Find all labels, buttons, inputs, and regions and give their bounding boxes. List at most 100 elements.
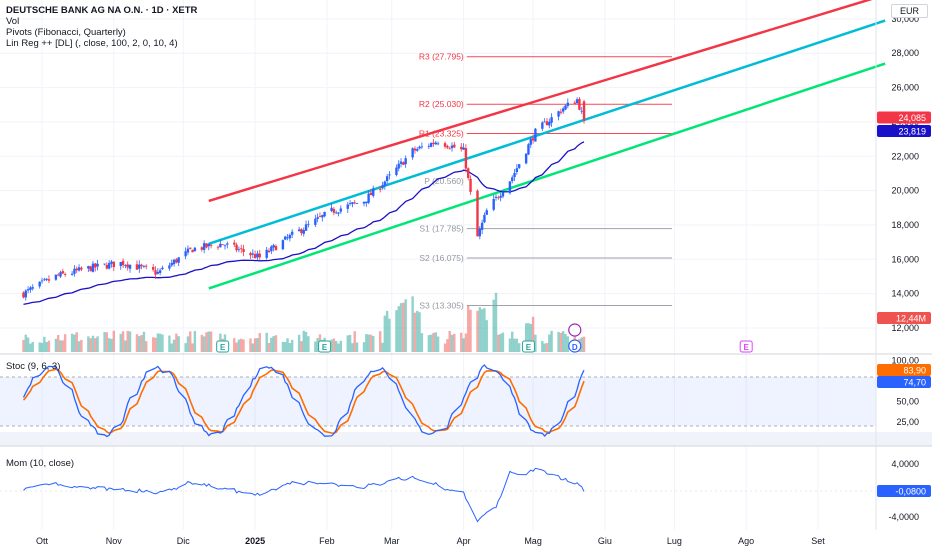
legend-pivots[interactable]: Pivots (Fibonacci, Quarterly) xyxy=(6,27,126,38)
regression-value-badge-text: 23,819 xyxy=(898,127,926,137)
symbol-title[interactable]: DEUTSCHE BANK AG NA O.N. · 1D · XETR xyxy=(6,5,198,16)
price-axis: 30,00028,00026,00024,00022,00020,00018,0… xyxy=(875,0,931,530)
volume-bar xyxy=(135,334,139,352)
candle-body xyxy=(304,224,308,231)
volume-bar xyxy=(258,333,261,352)
volume-bar xyxy=(480,309,484,352)
candle-body xyxy=(300,229,303,234)
candle-body xyxy=(402,162,405,165)
candle-body xyxy=(237,249,241,251)
candlesticks xyxy=(22,97,586,301)
candle-body xyxy=(330,207,333,211)
pane-gap xyxy=(0,432,932,446)
volume-bar xyxy=(515,338,519,352)
last-price-badge xyxy=(877,111,931,124)
volume-bar xyxy=(517,343,521,352)
volume-bar xyxy=(346,335,349,352)
volume-bar xyxy=(545,343,549,352)
volume-bar xyxy=(524,323,528,352)
volume-bar xyxy=(564,333,567,352)
volume-bar xyxy=(209,331,213,352)
legend-linreg[interactable]: Lin Reg ++ [DL] (, close, 100, 2, 0, 10,… xyxy=(6,38,178,49)
candle-body xyxy=(94,263,97,268)
candle-body xyxy=(411,148,414,158)
candle-body xyxy=(480,222,484,230)
candle-body xyxy=(348,203,352,205)
stoch-k-line xyxy=(22,364,585,438)
volume-bar xyxy=(485,320,488,352)
volume-bar xyxy=(559,332,563,352)
volume-bar xyxy=(383,315,387,352)
candle-body xyxy=(378,189,382,190)
candle-body xyxy=(91,263,95,272)
candle-body xyxy=(580,110,583,112)
volume-bar xyxy=(494,292,498,352)
x-tick-label: Giu xyxy=(598,536,612,546)
candle-body xyxy=(351,202,354,205)
volume-bar xyxy=(467,305,470,352)
currency-button[interactable]: EUR xyxy=(890,4,928,18)
stoch-legend[interactable]: Stoc (9, 6, 3) xyxy=(6,361,61,372)
stoch-tick-label: 100,00 xyxy=(891,356,919,366)
candle-body xyxy=(575,99,579,104)
volume-badge-text: 12,44M xyxy=(896,314,926,324)
volume-bar xyxy=(501,332,505,352)
pivot-label: S1 (17.785) xyxy=(419,224,464,234)
volume-bar xyxy=(418,312,421,352)
candle-body xyxy=(87,266,90,269)
candle-body xyxy=(219,243,222,248)
y-tick-label: 20,000 xyxy=(891,186,919,196)
volume-bars xyxy=(22,292,586,352)
volume-bar xyxy=(427,335,431,352)
candle-body xyxy=(126,264,129,268)
candle-body xyxy=(450,145,454,149)
stoch-k-badge xyxy=(877,364,931,376)
candle-body xyxy=(476,190,479,237)
momentum-legend[interactable]: Mom (10, close) xyxy=(6,458,75,469)
candle-body xyxy=(557,111,560,117)
candle-body xyxy=(404,158,407,165)
volume-bar xyxy=(348,334,352,352)
candle-body xyxy=(290,231,294,235)
candle-body xyxy=(561,108,565,112)
candle-body xyxy=(121,260,125,266)
candle-body xyxy=(119,262,122,267)
legend-volume[interactable]: Vol xyxy=(6,16,20,27)
candle-body xyxy=(75,268,78,271)
volume-bar xyxy=(267,342,271,352)
volume-bar xyxy=(365,334,368,352)
volume-bar xyxy=(550,330,553,352)
volume-bar xyxy=(47,340,51,352)
candle-body xyxy=(582,101,586,121)
volume-bar xyxy=(103,331,106,352)
volume-bar xyxy=(397,306,400,352)
volume-bar xyxy=(154,337,157,352)
y-tick-label: 30,000 xyxy=(891,14,919,24)
candle-body xyxy=(175,259,178,263)
candle-body xyxy=(63,274,67,275)
candle-body xyxy=(112,261,116,268)
candle-body xyxy=(191,249,194,253)
volume-bar xyxy=(353,331,356,352)
candle-body xyxy=(107,263,111,269)
candle-body xyxy=(57,274,60,276)
volume-bar xyxy=(251,343,254,352)
volume-bar xyxy=(145,341,148,352)
volume-bar xyxy=(186,336,190,352)
y-tick-label: 28,000 xyxy=(891,48,919,58)
candle-body xyxy=(346,204,349,209)
volume-bar xyxy=(541,340,544,352)
candle-body xyxy=(202,243,206,250)
candle-body xyxy=(564,105,567,110)
candle-body xyxy=(448,148,451,150)
candle-body xyxy=(362,202,366,204)
volume-bar xyxy=(189,331,192,352)
candle-body xyxy=(235,244,238,251)
candle-body xyxy=(26,289,30,291)
candle-body xyxy=(158,270,162,273)
candle-body xyxy=(446,145,449,148)
volume-bar xyxy=(233,338,236,352)
candle-body xyxy=(184,251,187,257)
candle-body xyxy=(432,142,435,144)
